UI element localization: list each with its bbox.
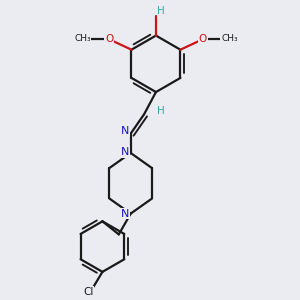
Text: N: N (121, 126, 130, 136)
Text: CH₃: CH₃ (74, 34, 91, 43)
Text: N: N (121, 147, 130, 157)
Text: H: H (157, 106, 164, 116)
Text: CH₃: CH₃ (221, 34, 238, 43)
Text: O: O (199, 34, 207, 44)
Text: N: N (121, 208, 130, 219)
Text: H: H (158, 6, 165, 16)
Text: Cl: Cl (83, 287, 93, 297)
Text: O: O (105, 34, 113, 44)
